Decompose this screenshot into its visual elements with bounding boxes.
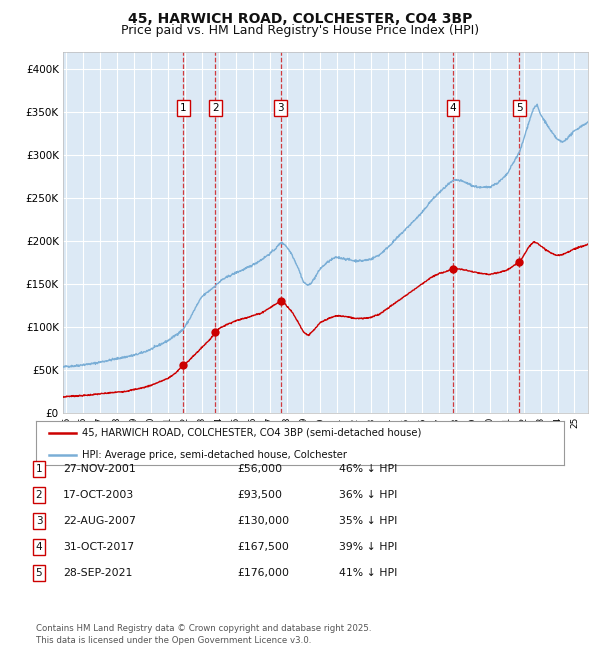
Text: Contains HM Land Registry data © Crown copyright and database right 2025.
This d: Contains HM Land Registry data © Crown c… bbox=[36, 624, 371, 645]
Text: 31-OCT-2017: 31-OCT-2017 bbox=[63, 542, 134, 552]
Text: 45, HARWICH ROAD, COLCHESTER, CO4 3BP: 45, HARWICH ROAD, COLCHESTER, CO4 3BP bbox=[128, 12, 472, 26]
Text: 28-SEP-2021: 28-SEP-2021 bbox=[63, 568, 133, 578]
Text: 45, HARWICH ROAD, COLCHESTER, CO4 3BP (semi-detached house): 45, HARWICH ROAD, COLCHESTER, CO4 3BP (s… bbox=[82, 428, 422, 438]
Text: 22-AUG-2007: 22-AUG-2007 bbox=[63, 516, 136, 526]
Text: 3: 3 bbox=[277, 103, 284, 113]
Text: £167,500: £167,500 bbox=[237, 542, 289, 552]
Text: 1: 1 bbox=[180, 103, 187, 113]
Text: 27-NOV-2001: 27-NOV-2001 bbox=[63, 464, 136, 474]
Text: £130,000: £130,000 bbox=[237, 516, 289, 526]
Text: 2: 2 bbox=[35, 490, 43, 501]
Text: 4: 4 bbox=[450, 103, 457, 113]
Text: 36% ↓ HPI: 36% ↓ HPI bbox=[339, 490, 397, 501]
Text: HPI: Average price, semi-detached house, Colchester: HPI: Average price, semi-detached house,… bbox=[82, 450, 347, 460]
Text: 35% ↓ HPI: 35% ↓ HPI bbox=[339, 516, 397, 526]
Text: 5: 5 bbox=[516, 103, 523, 113]
Text: 46% ↓ HPI: 46% ↓ HPI bbox=[339, 464, 397, 474]
Text: 17-OCT-2003: 17-OCT-2003 bbox=[63, 490, 134, 501]
Text: 2: 2 bbox=[212, 103, 219, 113]
Text: 4: 4 bbox=[35, 542, 43, 552]
Text: 3: 3 bbox=[35, 516, 43, 526]
Text: Price paid vs. HM Land Registry's House Price Index (HPI): Price paid vs. HM Land Registry's House … bbox=[121, 24, 479, 37]
Text: 1: 1 bbox=[35, 464, 43, 474]
Text: £93,500: £93,500 bbox=[237, 490, 282, 501]
Text: £176,000: £176,000 bbox=[237, 568, 289, 578]
Text: 39% ↓ HPI: 39% ↓ HPI bbox=[339, 542, 397, 552]
Text: £56,000: £56,000 bbox=[237, 464, 282, 474]
Text: 5: 5 bbox=[35, 568, 43, 578]
Text: 41% ↓ HPI: 41% ↓ HPI bbox=[339, 568, 397, 578]
